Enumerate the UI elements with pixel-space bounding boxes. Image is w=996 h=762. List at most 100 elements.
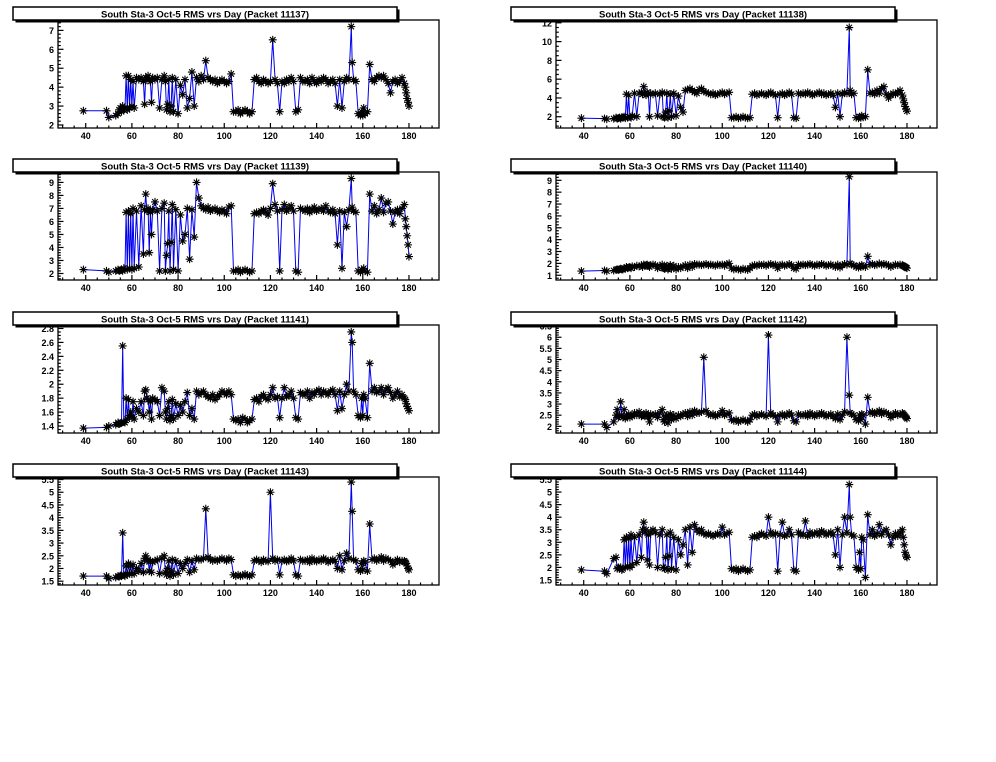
plot-title: South Sta-3 Oct-5 RMS vrs Day (Packet 11…: [101, 315, 309, 326]
data-markers: [79, 174, 413, 277]
plot-packet-11139: 40 60 80 100 120 140 160 180 2 3 4 5 6 7 8 9 South Sta-3…: [12, 158, 440, 293]
svg-text:4: 4: [49, 243, 54, 253]
plot-frame: [57, 476, 440, 586]
plot-title-box: South Sta-3 Oct-5 RMS vrs Day (Packet 11…: [12, 6, 400, 23]
data-markers: [577, 23, 911, 124]
svg-text:40: 40: [579, 131, 589, 141]
svg-text:60: 60: [127, 588, 137, 598]
axis-tick-labels: 40 60 80 100 120 140 160 180 1 2 3 4 5 67 8 9: [547, 176, 915, 293]
data-markers: [577, 172, 911, 276]
axis-ticks: [556, 476, 931, 586]
svg-text:6: 6: [49, 217, 54, 227]
svg-text:3.5: 3.5: [539, 525, 552, 535]
axis-ticks: [58, 324, 433, 434]
svg-text:160: 160: [853, 131, 868, 141]
svg-text:4.5: 4.5: [539, 500, 552, 510]
data-markers: [79, 478, 413, 583]
plot-packet-11142: 40608010012014016018022.533.544.555.566.…: [510, 311, 938, 446]
svg-text:5.5: 5.5: [539, 344, 552, 354]
axis-tick-labels: 40 60 80 100 120 140 160 180 2 4 6 8 10 12: [542, 18, 915, 141]
svg-text:2: 2: [547, 422, 552, 432]
axis-tick-labels: 40 60 80 100 120 140 160 180 1.5 2 2.5 3 3.5 4 4.5 5 5.5: [539, 475, 914, 598]
pad-packet-11140: 40 60 80 100 120 140 160 180 1 2 3 4 5 6 7 8 9 South Sta-…: [498, 152, 996, 305]
data-line: [581, 176, 908, 272]
svg-text:2: 2: [49, 269, 54, 279]
svg-text:80: 80: [173, 283, 183, 293]
svg-text:5.5: 5.5: [539, 475, 552, 485]
svg-text:40: 40: [579, 436, 589, 446]
pad-packet-11142: 40608010012014016018022.533.544.555.566.…: [498, 305, 996, 458]
axis-tick-labels: 40 60 80 100 120 140 160 180 2 3 4 5 6 7 8 9: [49, 178, 417, 293]
svg-text:5: 5: [547, 488, 552, 498]
svg-text:160: 160: [355, 283, 370, 293]
svg-text:80: 80: [173, 588, 183, 598]
svg-text:6: 6: [547, 211, 552, 221]
svg-text:80: 80: [173, 131, 183, 141]
axis-ticks: [556, 173, 931, 280]
data-line: [83, 178, 410, 274]
svg-text:140: 140: [309, 588, 324, 598]
svg-text:140: 140: [309, 131, 324, 141]
pad-packet-11137: 40 60 80 100 120 140 160 180 2 3 4 5 6 7 South Sta-3 O…: [0, 0, 498, 153]
svg-text:180: 180: [899, 436, 914, 446]
svg-text:120: 120: [263, 436, 278, 446]
svg-text:60: 60: [127, 283, 137, 293]
svg-text:2: 2: [49, 564, 54, 574]
data-markers: [577, 480, 911, 582]
plot-packet-11141: 40 60 80 100 120 140 160 180 1.4 1.6 1.8 2 2.2 2.4 2.6…: [12, 311, 440, 446]
axis-tick-labels: 40 60 80 100 120 140 160 180 2 3 4 5 6 7: [49, 26, 417, 141]
plot-title-box: South Sta-3 Oct-5 RMS vrs Day (Packet 11…: [510, 311, 898, 328]
svg-text:2.8: 2.8: [41, 324, 54, 334]
plot-frame: [555, 19, 938, 129]
svg-text:1.6: 1.6: [41, 408, 54, 418]
svg-text:120: 120: [761, 436, 776, 446]
svg-text:1.5: 1.5: [41, 577, 54, 587]
svg-text:2: 2: [547, 563, 552, 573]
svg-text:2.6: 2.6: [41, 338, 54, 348]
svg-text:5: 5: [547, 355, 552, 365]
svg-text:60: 60: [625, 283, 635, 293]
plot-title: South Sta-3 Oct-5 RMS vrs Day (Packet 11…: [599, 467, 807, 478]
plot-title-box: South Sta-3 Oct-5 RMS vrs Day (Packet 11…: [510, 463, 898, 480]
svg-text:180: 180: [899, 283, 914, 293]
svg-text:160: 160: [853, 283, 868, 293]
svg-text:100: 100: [715, 131, 730, 141]
axis-ticks: [556, 22, 931, 128]
plot-title: South Sta-3 Oct-5 RMS vrs Day (Packet 11…: [101, 162, 309, 173]
svg-text:80: 80: [671, 283, 681, 293]
svg-text:100: 100: [715, 283, 730, 293]
plot-title: South Sta-3 Oct-5 RMS vrs Day (Packet 11…: [599, 10, 807, 21]
svg-text:3: 3: [49, 102, 54, 112]
svg-text:1.8: 1.8: [41, 394, 54, 404]
svg-text:4: 4: [547, 513, 552, 523]
svg-text:4.5: 4.5: [41, 500, 54, 510]
plot-frame: [555, 324, 938, 434]
svg-text:3.5: 3.5: [539, 388, 552, 398]
svg-text:140: 140: [807, 436, 822, 446]
svg-text:2.5: 2.5: [539, 411, 552, 421]
plot-title-box: South Sta-3 Oct-5 RMS vrs Day (Packet 11…: [510, 158, 898, 175]
svg-text:4: 4: [547, 93, 552, 103]
plot-title: South Sta-3 Oct-5 RMS vrs Day (Packet 11…: [101, 467, 309, 478]
svg-text:60: 60: [127, 436, 137, 446]
svg-text:8: 8: [547, 56, 552, 66]
svg-text:180: 180: [401, 283, 416, 293]
axis-tick-labels: 40 60 80 100 120 140 160 180 1.5 2 2.5 3 3.5 4 4.5 5 5.5: [41, 475, 416, 598]
plot-packet-11140: 40 60 80 100 120 140 160 180 1 2 3 4 5 67 8 9 South Sta-…: [510, 158, 938, 293]
svg-text:5: 5: [49, 488, 54, 498]
plot-packet-11144: 40 60 80 100 120 140 160 180 1.5 2 2.5 3 3.5 4 4.5 5 5.5…: [510, 463, 938, 598]
svg-text:100: 100: [715, 436, 730, 446]
svg-text:120: 120: [761, 131, 776, 141]
svg-text:40: 40: [81, 588, 91, 598]
plot-title-box: South Sta-3 Oct-5 RMS vrs Day (Packet 11…: [12, 311, 400, 328]
svg-text:40: 40: [81, 131, 91, 141]
svg-text:9: 9: [49, 178, 54, 188]
svg-text:2: 2: [547, 112, 552, 122]
svg-text:7: 7: [547, 200, 552, 210]
svg-text:60: 60: [127, 131, 137, 141]
svg-text:80: 80: [671, 588, 681, 598]
svg-text:6: 6: [547, 333, 552, 343]
svg-text:7: 7: [49, 204, 54, 214]
svg-text:140: 140: [309, 436, 324, 446]
